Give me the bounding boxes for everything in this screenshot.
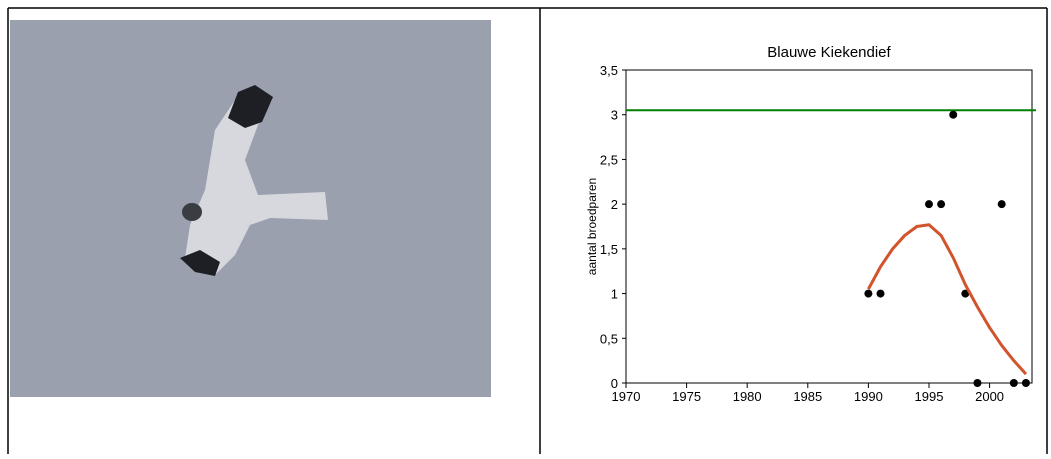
data-point [924,200,933,209]
y-tick-label: 1 [611,287,618,302]
x-tick-label: 1980 [733,389,762,404]
y-tick-label: 2,5 [600,152,618,167]
trend-line [867,223,1028,376]
bird-wingtip [228,85,273,128]
y-tick-label: 0 [611,376,618,391]
data-point [864,289,873,298]
data-point [1009,379,1018,387]
data-point [973,379,982,387]
x-tick-label: 1990 [854,389,883,404]
x-tick-label: 1970 [612,389,641,404]
data-point [876,289,885,298]
data-point [961,289,970,298]
data-point [997,200,1006,209]
plot-frame [625,69,1033,384]
data-point [937,200,946,209]
bird-body [185,88,328,275]
chart-title: Blauwe Kiekendief [767,44,891,61]
y-tick-label: 3 [611,108,618,123]
data-point [1021,379,1030,387]
x-tick-label: 1975 [672,389,701,404]
x-tick-label: 1995 [915,389,944,404]
data-point [949,110,958,119]
table-borders [7,7,1048,454]
y-tick-label: 0,5 [600,331,618,346]
y-tick-label: 1,5 [600,242,618,257]
x-tick-label: 2000 [975,389,1004,404]
bird-wingtip [180,250,220,276]
y-axis-label: aantal broedparen [585,178,599,275]
bird-photo [10,20,491,397]
y-tick-label: 2 [611,197,618,212]
bird-head [182,203,202,221]
x-tick-label: 1985 [793,389,822,404]
y-tick-label: 3,5 [600,63,618,78]
